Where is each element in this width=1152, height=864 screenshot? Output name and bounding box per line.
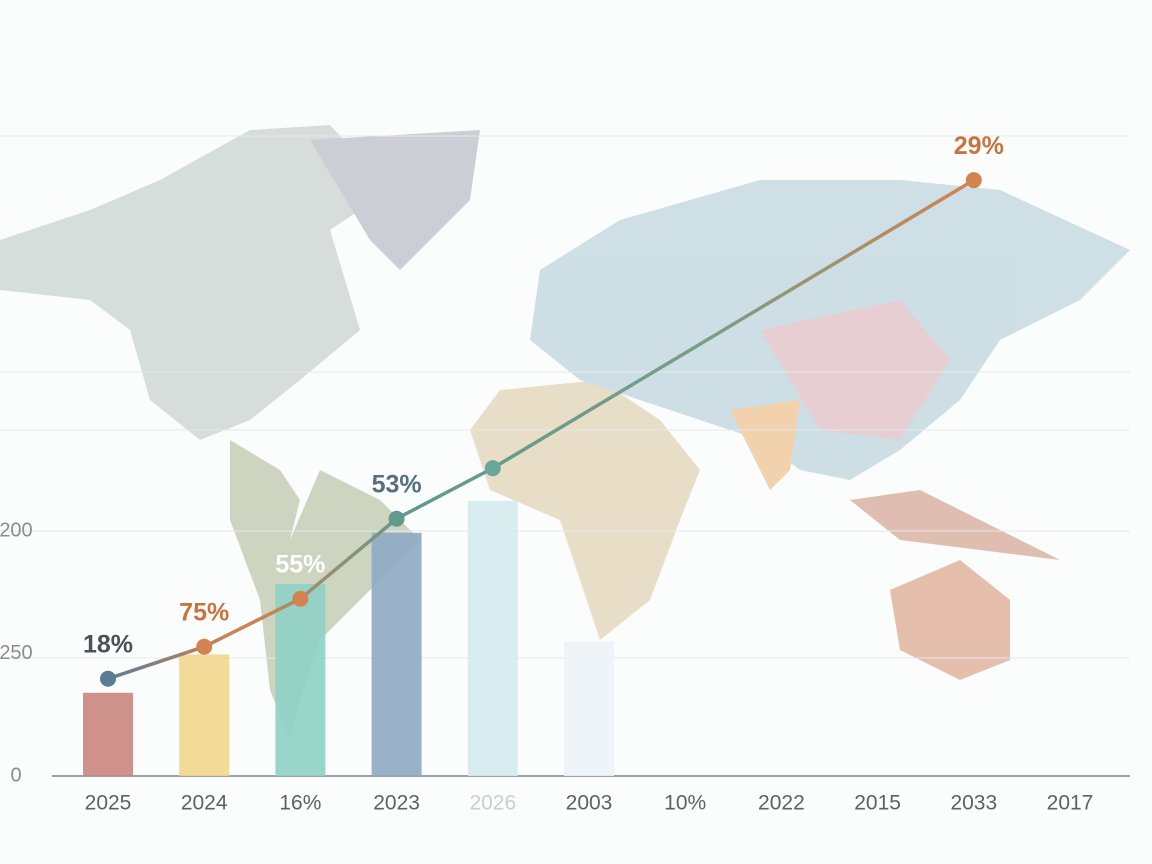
line-point (100, 670, 116, 687)
bar (179, 654, 230, 776)
greenland (310, 130, 480, 270)
point-label: 75% (179, 598, 229, 626)
y-tick-label: 200 (0, 519, 33, 541)
southeast-asia (850, 490, 1060, 560)
india (730, 400, 800, 490)
x-tick-label: 16% (279, 792, 321, 815)
y-tick-label: 0 (10, 764, 21, 786)
bar (564, 641, 614, 776)
china (760, 300, 950, 440)
line-point (965, 172, 982, 189)
y-tick-label: 250 (0, 642, 33, 664)
x-tick-label: 2024 (181, 792, 228, 815)
bar (371, 532, 422, 776)
line-point (388, 510, 405, 527)
north-america (0, 125, 390, 440)
africa (470, 380, 700, 640)
x-tick-label: 2015 (854, 792, 901, 815)
point-label: 55% (275, 550, 325, 578)
line (107, 178, 975, 681)
x-tick-label: 2022 (758, 792, 805, 815)
point-label: 53% (372, 470, 422, 498)
x-tick-label: 2017 (1047, 792, 1094, 815)
x-tick-label: 2023 (373, 792, 420, 815)
x-tick-label: 2033 (950, 792, 997, 815)
point-label: 29% (954, 132, 1004, 160)
point-label: 18% (83, 630, 133, 658)
marks: 0 250 200 2025 2024 16% 2023 2026 2003 10% 2022 201… (0, 132, 1093, 815)
x-tick-label: 2025 (85, 792, 132, 815)
australia (890, 560, 1010, 680)
x-tick-label: 2003 (566, 792, 613, 815)
bar (467, 500, 518, 776)
bar (275, 584, 326, 776)
line-point (196, 638, 213, 655)
x-tick-label: 10% (664, 792, 706, 815)
line-point (484, 460, 501, 477)
x-tick-label: 2026 (469, 792, 516, 815)
bar (83, 692, 133, 776)
line-point (292, 590, 309, 607)
